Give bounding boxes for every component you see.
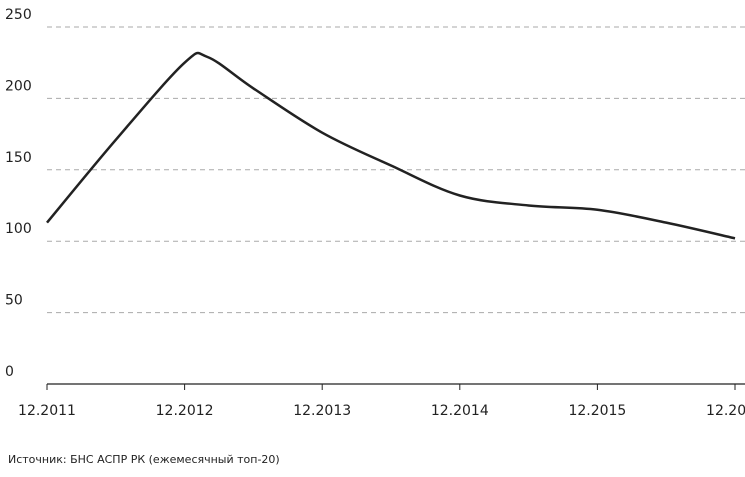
- y-tick-label: 0: [5, 364, 14, 380]
- y-tick-label: 250: [5, 7, 32, 23]
- x-tick-label: 12.2016: [706, 403, 745, 419]
- x-tick-label: 12.2015: [568, 403, 626, 419]
- x-tick-label: 12.2012: [156, 403, 214, 419]
- y-tick-label: 50: [5, 293, 23, 309]
- x-tick-label: 12.2014: [431, 403, 489, 419]
- y-tick-label: 100: [5, 221, 32, 237]
- x-tick-label: 12.2011: [18, 403, 76, 419]
- line-series: [46, 51, 736, 240]
- x-tick-label: 12.2013: [293, 403, 351, 419]
- source-note: Источник: БНС АСПР РК (ежемесячный топ-2…: [8, 453, 280, 466]
- y-tick-label: 150: [5, 150, 32, 166]
- y-tick-label: 200: [5, 78, 32, 94]
